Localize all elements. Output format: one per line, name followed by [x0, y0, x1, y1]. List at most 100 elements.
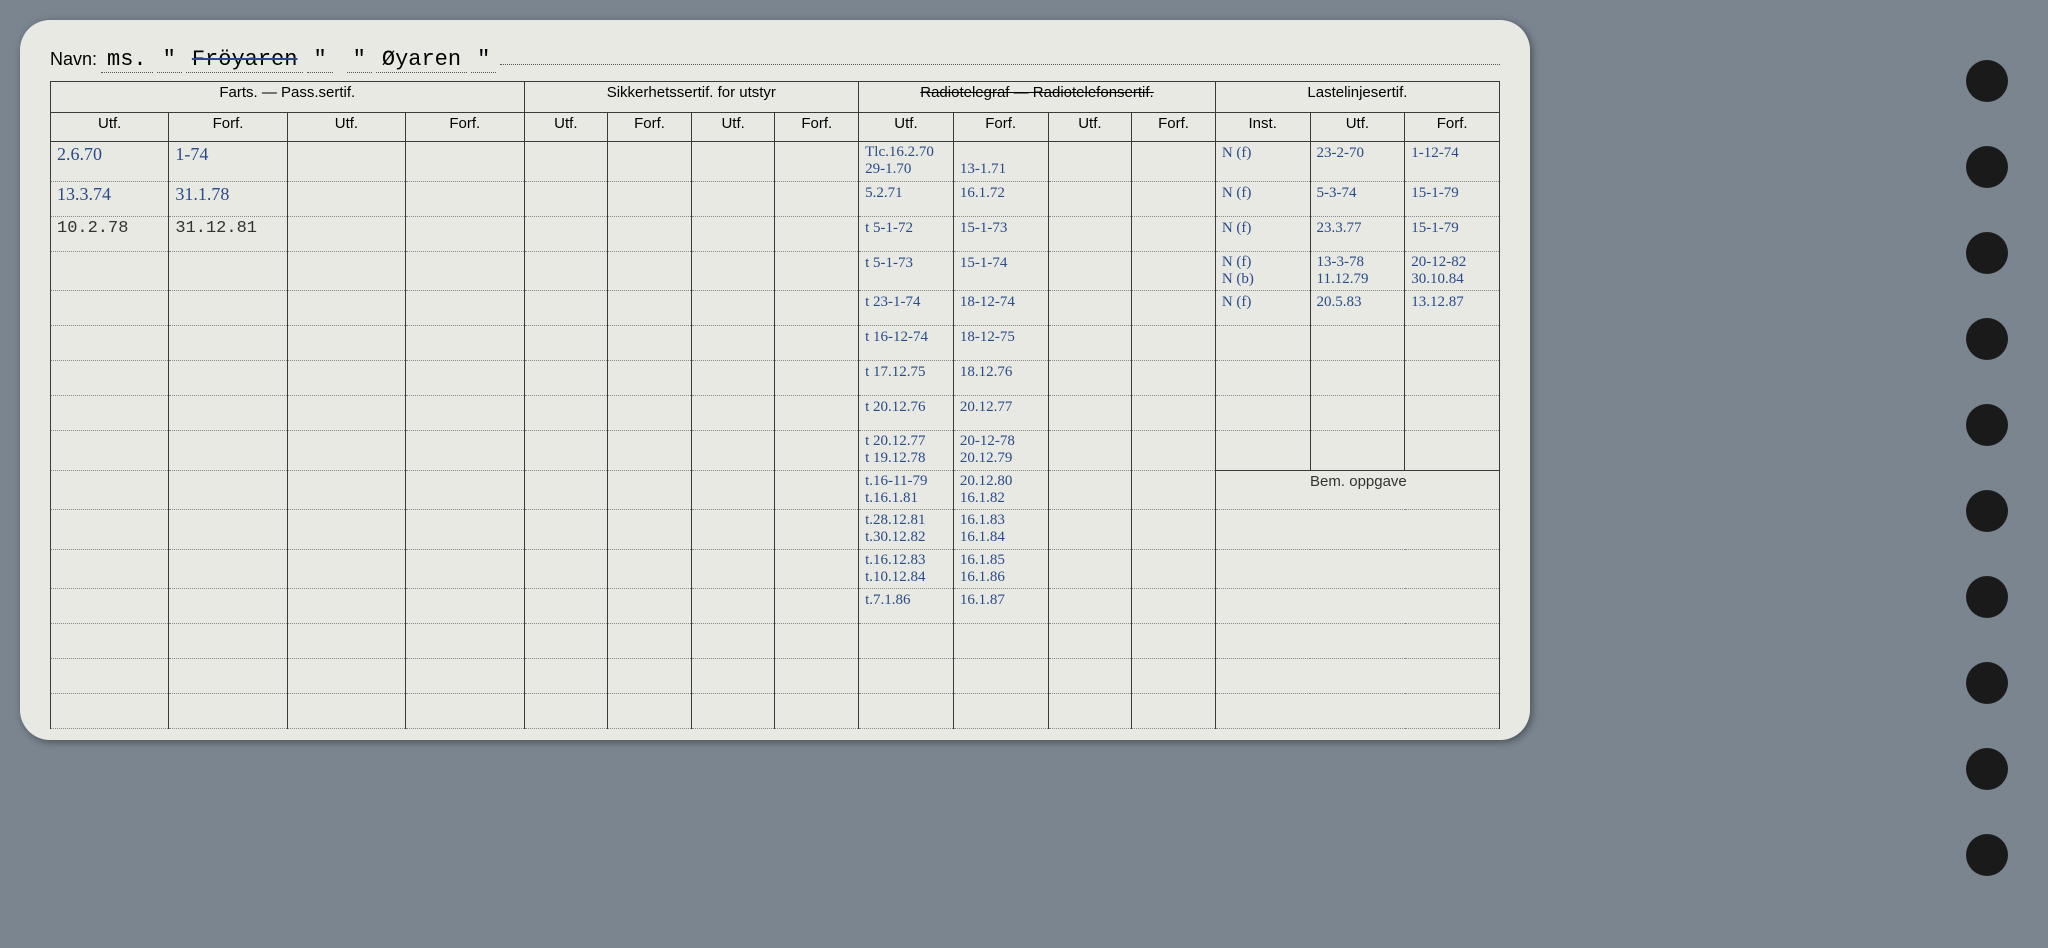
bem-cell [1215, 659, 1499, 694]
cell-utf [524, 396, 608, 431]
cell-utf: t.16.12.83 t.10.12.84 [859, 549, 954, 589]
cell-forf [169, 510, 287, 550]
cell-utf [1048, 470, 1132, 510]
cell-forf: 15-1-79 [1405, 216, 1500, 251]
h-inst: Inst. [1215, 113, 1310, 142]
cell-utf [1048, 326, 1132, 361]
cell-forf: 20.12.77 [953, 396, 1048, 431]
cell-forf [775, 291, 859, 326]
cell-utf: 10.2.78 [51, 216, 169, 251]
cell-forf [406, 216, 524, 251]
certificate-table: Farts. — Pass.sertif. Sikkerhetssertif. … [50, 81, 1500, 729]
cell-forf [608, 659, 692, 694]
cell-forf [406, 142, 524, 182]
cell-forf [406, 396, 524, 431]
cell-forf [608, 326, 692, 361]
h-forf: Forf. [406, 113, 524, 142]
cell-forf [169, 361, 287, 396]
cell-forf [406, 251, 524, 291]
cell-forf: 20-12-82 30.10.84 [1405, 251, 1500, 291]
cell-forf [406, 470, 524, 510]
cell-utf [51, 326, 169, 361]
hole-icon [1966, 232, 2008, 274]
h-forf: Forf. [1132, 113, 1216, 142]
navn-label: Navn: [50, 49, 97, 70]
cell-forf [1132, 694, 1216, 729]
cell-utf [524, 470, 608, 510]
table-row: t 5-1-7315-1-74N (f) N (b)13-3-78 11.12.… [51, 251, 1500, 291]
cell-forf [608, 510, 692, 550]
cell-forf [775, 181, 859, 216]
cell-forf: 20.12.80 16.1.82 [953, 470, 1048, 510]
cell-utf [691, 142, 775, 182]
cell-forf [169, 624, 287, 659]
cell-forf [608, 624, 692, 659]
cell-forf [608, 470, 692, 510]
cell-forf [775, 659, 859, 694]
cell-utf [524, 181, 608, 216]
cell-utf: t 20.12.76 [859, 396, 954, 431]
cell-forf [608, 361, 692, 396]
cell-forf: 18-12-74 [953, 291, 1048, 326]
table-row: t.7.1.8616.1.87 [51, 589, 1500, 624]
cell-forf: 1-12-74 [1405, 142, 1500, 182]
navn-dotted-rule [500, 63, 1500, 65]
cell-utf [1048, 659, 1132, 694]
cell-forf [169, 659, 287, 694]
cell-forf [1132, 361, 1216, 396]
cell-utf [524, 694, 608, 729]
table-row: 13.3.7431.1.785.2.7116.1.72N (f)5-3-7415… [51, 181, 1500, 216]
header-laste: Lastelinjesertif. [1215, 82, 1499, 113]
cell-forf [1132, 624, 1216, 659]
h-utf: Utf. [51, 113, 169, 142]
cell-forf [608, 694, 692, 729]
cell-utf [691, 291, 775, 326]
navn-q4: " [471, 47, 496, 73]
cell-forf [169, 251, 287, 291]
cell-utf [859, 694, 954, 729]
table-body: 2.6.701-74Tlc.16.2.70 29-1.70 13-1.71N (… [51, 142, 1500, 729]
bem-cell [1215, 694, 1499, 729]
navn-q2: " [307, 47, 332, 73]
cell-forf [169, 326, 287, 361]
cell-inst [1215, 326, 1310, 361]
cell-forf: 15-1-73 [953, 216, 1048, 251]
cell-utf [51, 431, 169, 471]
cell-utf [524, 291, 608, 326]
cell-forf [169, 694, 287, 729]
table-row: t 20.12.77 t 19.12.7820-12-78 20.12.79 [51, 431, 1500, 471]
cell-utf [287, 361, 405, 396]
cell-forf [775, 251, 859, 291]
cell-utf [1048, 291, 1132, 326]
cell-utf [524, 326, 608, 361]
cell-forf: 16.1.87 [953, 589, 1048, 624]
h-forf: Forf. [1405, 113, 1500, 142]
cell-forf [608, 216, 692, 251]
cell-utf [287, 549, 405, 589]
header-row-groups: Farts. — Pass.sertif. Sikkerhetssertif. … [51, 82, 1500, 113]
cell-forf: 13-1.71 [953, 142, 1048, 182]
table-row: t.28.12.81 t.30.12.8216.1.83 16.1.84 [51, 510, 1500, 550]
cell-utf [287, 624, 405, 659]
cell-forf [608, 291, 692, 326]
cell-utf [691, 396, 775, 431]
cell-forf [1132, 431, 1216, 471]
cell-utf [691, 431, 775, 471]
cell-utf: t.28.12.81 t.30.12.82 [859, 510, 954, 550]
cell-utf: t.7.1.86 [859, 589, 954, 624]
table-row: t.16.12.83 t.10.12.8416.1.85 16.1.86 [51, 549, 1500, 589]
cell-utf [287, 326, 405, 361]
cell-forf: 13.12.87 [1405, 291, 1500, 326]
cell-utf [287, 142, 405, 182]
table-row: t 20.12.7620.12.77 [51, 396, 1500, 431]
h-forf: Forf. [775, 113, 859, 142]
h-forf: Forf. [169, 113, 287, 142]
cell-forf [1132, 142, 1216, 182]
cell-inst: N (f) [1215, 291, 1310, 326]
cell-forf [775, 431, 859, 471]
cell-utf [524, 549, 608, 589]
h-forf: Forf. [953, 113, 1048, 142]
h-utf: Utf. [287, 113, 405, 142]
cell-forf: 16.1.72 [953, 181, 1048, 216]
cell-forf [169, 589, 287, 624]
